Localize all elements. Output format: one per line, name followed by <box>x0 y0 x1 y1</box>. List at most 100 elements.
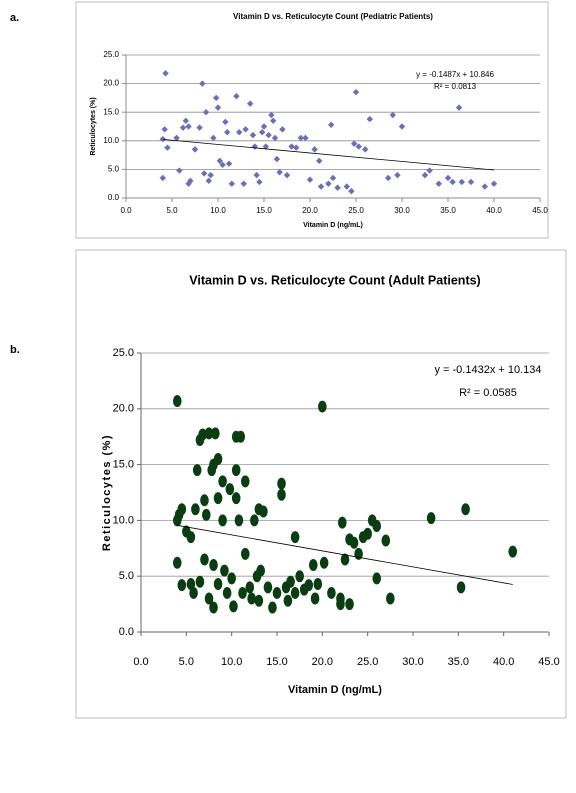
point <box>191 146 199 153</box>
x-tick-label: 20.0 <box>302 206 318 215</box>
x-tick-label: 30.0 <box>402 656 423 668</box>
point <box>159 174 166 182</box>
point <box>253 171 260 179</box>
point <box>231 464 241 477</box>
point <box>481 183 488 190</box>
point <box>213 453 223 466</box>
point <box>177 579 187 592</box>
point <box>185 123 192 130</box>
x-tick-label: 40.0 <box>486 206 502 215</box>
point <box>444 174 452 182</box>
y-axis-label: Reticulocytes (%) <box>101 434 113 551</box>
point <box>213 578 223 591</box>
point <box>334 184 341 191</box>
x-tick-label: 35.0 <box>448 656 469 668</box>
point <box>272 586 282 599</box>
x-tick-label: 10.0 <box>221 656 242 668</box>
point <box>295 570 304 583</box>
point <box>207 171 214 179</box>
point <box>293 144 300 151</box>
x-axis-label: Vitamin D (ng/mL) <box>303 222 363 229</box>
point <box>336 598 345 611</box>
point <box>164 144 171 151</box>
point <box>235 129 243 136</box>
point <box>310 592 320 605</box>
point <box>200 553 209 566</box>
annotation: R² = 0.0813 <box>434 82 477 91</box>
point <box>258 129 266 136</box>
point <box>199 80 206 87</box>
point <box>398 123 406 130</box>
point <box>317 183 325 190</box>
point <box>286 575 295 588</box>
point <box>172 394 182 407</box>
panel-label: b. <box>10 344 20 356</box>
point <box>247 592 256 605</box>
point <box>234 514 244 527</box>
point <box>172 556 182 569</box>
point <box>363 527 372 540</box>
point <box>231 492 241 505</box>
point <box>490 180 498 187</box>
x-tick-label: 45.0 <box>532 206 548 215</box>
point <box>461 503 470 516</box>
point <box>200 494 209 507</box>
trendline <box>177 524 513 585</box>
point <box>202 109 210 116</box>
point <box>426 512 436 525</box>
point <box>355 143 362 150</box>
point <box>263 581 273 594</box>
point <box>251 143 258 150</box>
point <box>240 475 250 488</box>
point <box>224 129 231 136</box>
y-tick-label: 10.0 <box>103 136 119 145</box>
point <box>177 503 187 516</box>
point <box>238 586 247 599</box>
point <box>161 126 168 133</box>
x-tick-label: 35.0 <box>440 206 456 215</box>
point <box>318 400 327 413</box>
point <box>201 508 211 521</box>
point <box>210 134 217 142</box>
point <box>327 121 335 128</box>
point <box>242 126 249 133</box>
x-tick-label: 0.0 <box>133 656 148 668</box>
point <box>366 115 373 123</box>
point <box>306 176 314 183</box>
point <box>209 559 218 572</box>
x-tick-label: 45.0 <box>538 656 559 668</box>
point <box>349 536 359 549</box>
x-tick-label: 25.0 <box>357 656 378 668</box>
point <box>196 124 203 131</box>
point <box>362 146 369 153</box>
point <box>227 572 236 585</box>
point <box>345 598 354 611</box>
point <box>228 180 235 187</box>
point <box>421 171 429 179</box>
point <box>302 134 309 142</box>
point <box>185 180 192 187</box>
point <box>225 160 233 167</box>
point <box>316 157 323 165</box>
point <box>173 134 180 142</box>
point <box>458 178 465 186</box>
y-tick-label: 15.0 <box>103 107 119 116</box>
point <box>389 111 396 119</box>
point <box>467 178 475 186</box>
point <box>277 477 286 490</box>
chart-frame <box>75 249 567 719</box>
point <box>381 534 391 547</box>
point <box>211 427 220 440</box>
point <box>343 183 350 190</box>
point <box>256 178 263 186</box>
point <box>276 169 283 176</box>
point <box>222 586 232 599</box>
point <box>198 428 207 441</box>
point <box>176 167 183 174</box>
y-tick-label: 10.0 <box>113 514 134 526</box>
y-tick-label: 15.0 <box>113 459 134 471</box>
y-tick-label: 25.0 <box>113 347 134 359</box>
point <box>311 146 318 153</box>
chart-frame <box>75 1 549 239</box>
point <box>204 427 214 440</box>
